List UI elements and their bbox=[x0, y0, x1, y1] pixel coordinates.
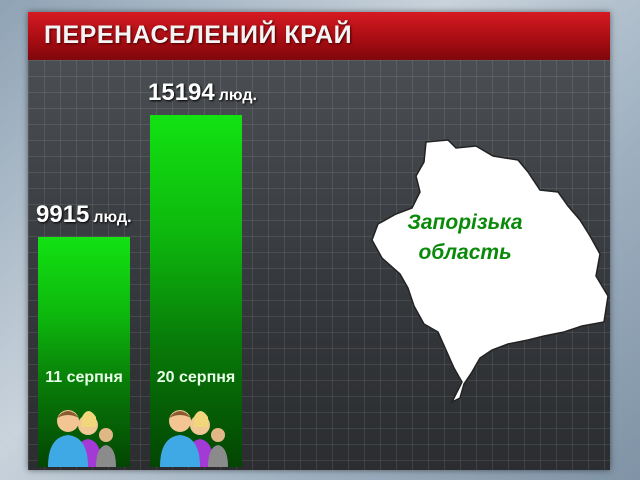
header-bar: ПЕРЕНАСЕЛЕНИЙ КРАЙ bbox=[28, 12, 610, 60]
category-label: 20 серпня bbox=[156, 368, 236, 386]
value-unit: люд. bbox=[93, 209, 132, 227]
map-label-line1: Запорізька bbox=[407, 211, 523, 234]
bar-1: 11 серпня bbox=[38, 237, 130, 467]
value-label: 9915 люд. bbox=[36, 201, 132, 229]
value-unit: люд. bbox=[218, 86, 257, 104]
region-shape bbox=[371, 139, 609, 404]
category-label: 11 серпня bbox=[45, 368, 123, 386]
infographic-panel: ПЕРЕНАСЕЛЕНИЙ КРАЙ 11 серпня 9915 люд. 20 с… bbox=[28, 12, 610, 470]
people-group-icon bbox=[38, 403, 130, 467]
people-group-icon bbox=[150, 403, 242, 467]
map-label: Запорізька область bbox=[390, 208, 540, 268]
value-label: 15194 люд. bbox=[148, 79, 257, 107]
zaporizhzhia-region-map bbox=[371, 139, 609, 404]
page-title: ПЕРЕНАСЕЛЕНИЙ КРАЙ bbox=[44, 21, 353, 49]
bar-2: 20 серпня bbox=[150, 114, 242, 467]
map-label-line2: область bbox=[418, 241, 512, 264]
value-number: 9915 bbox=[36, 201, 90, 229]
value-number: 15194 bbox=[148, 78, 215, 106]
